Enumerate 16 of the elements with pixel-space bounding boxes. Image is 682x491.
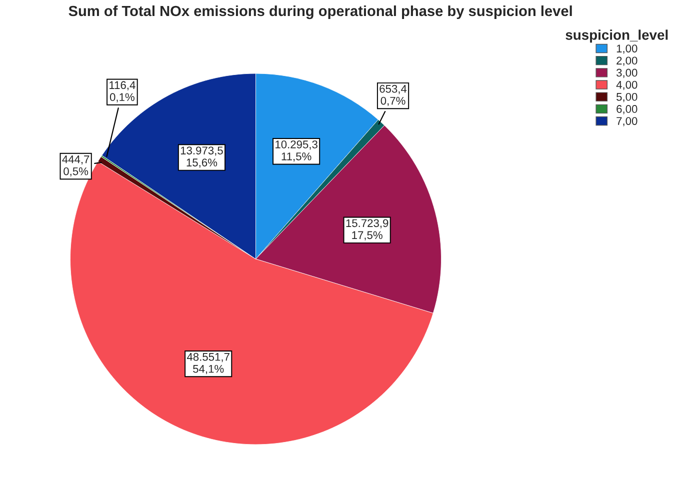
legend-label: 2,00 — [616, 56, 638, 66]
data-label: 444,7 0,5% — [62, 155, 90, 177]
legend-label: 5,00 — [616, 92, 638, 102]
chart-title: Sum of Total NOx emissions during operational phase by suspicion level — [68, 5, 572, 20]
data-label: 653,4 0,7% — [380, 84, 407, 106]
data-label: 116,4 0,1% — [110, 81, 136, 102]
legend-label: 6,00 — [616, 105, 638, 114]
legend-label: 1,00 — [616, 44, 638, 54]
data-label: 10.295,3 11,5% — [276, 140, 318, 162]
data-label: 13.973,5 15,6% — [180, 146, 223, 168]
data-label: 15.723,9 17,5% — [346, 219, 388, 240]
legend-title: suspicion_level — [566, 30, 668, 43]
legend-label: 3,00 — [616, 68, 638, 78]
legend-label: 7,00 — [616, 117, 638, 126]
data-label: 48.551,7 54,1% — [186, 352, 230, 374]
legend-label: 4,00 — [616, 80, 638, 90]
